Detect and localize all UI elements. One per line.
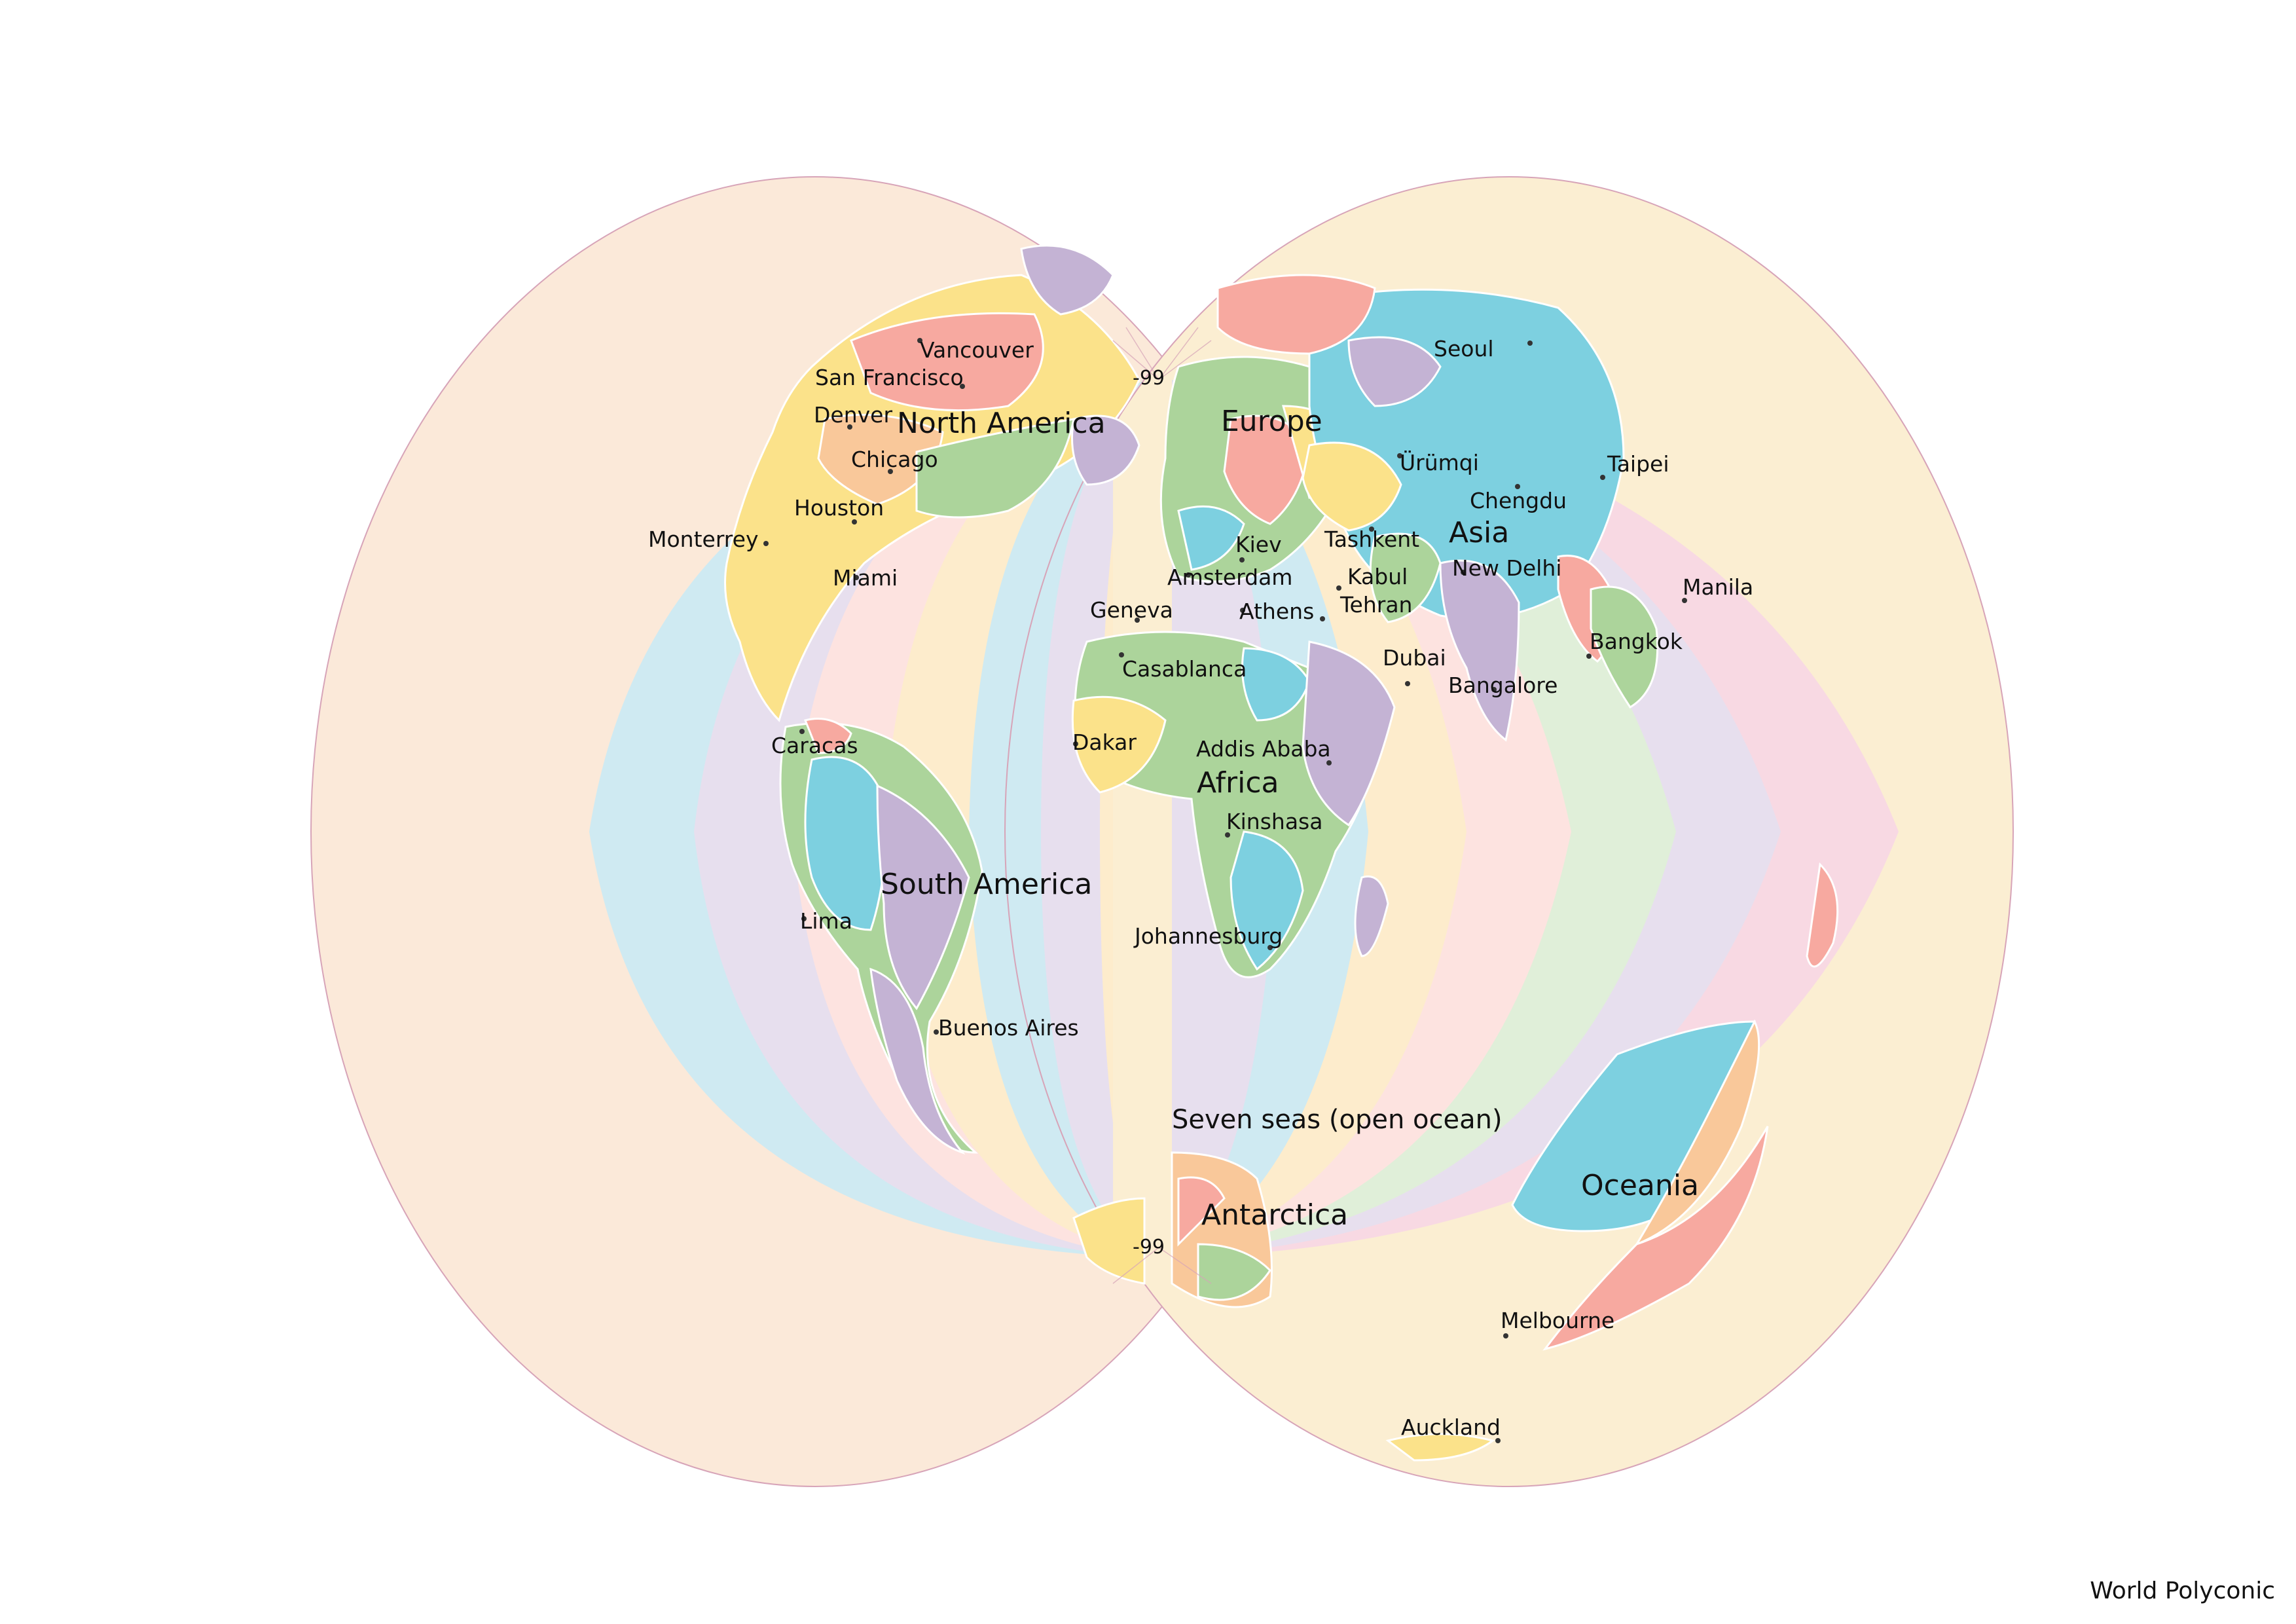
city-markers [763,338,1687,1443]
city-label-dakar: Dakar [1072,729,1137,755]
continent-label-south-america: South America [881,868,1093,901]
continent-label-asia: Asia [1449,516,1510,549]
city-label-chengdu: Chengdu [1470,488,1567,513]
city-label-monterrey: Monterrey [648,526,759,552]
city-label-taipei: Taipei [1607,451,1669,477]
continent-label-seven-seas: Seven seas (open ocean) [1172,1105,1503,1135]
city-label-kabul: Kabul [1347,564,1408,589]
continent-label-africa: Africa [1197,766,1279,800]
map-title: World Polyconic [2090,1578,2275,1604]
city-label-manila: Manila [1683,574,1754,600]
city-label-addis-ababa: Addis Ababa [1196,736,1331,762]
landmasses [724,244,1839,1462]
city-label-new-delhi: New Delhi [1452,555,1562,581]
city-label-tashkent: Tashkent [1324,526,1420,552]
city-label-vancouver: Vancouver [920,337,1034,363]
continent-label-oceania: Oceania [1581,1169,1699,1202]
city-label-houston: Houston [794,495,884,521]
city-label-bangalore: Bangalore [1448,673,1558,698]
city-label-amsterdam: Amsterdam [1167,564,1293,590]
land-antarctica-left [1072,1197,1146,1285]
city-label-miami: Miami [833,565,898,591]
city-label-buenos-aires: Buenos Aires [938,1015,1079,1041]
continent-label-europe: Europe [1221,405,1322,438]
city-label-caracas: Caracas [771,733,858,758]
pole-rays [1112,327,1212,1284]
city-label-seoul: Seoul [1434,336,1494,361]
city-label-bangkok: Bangkok [1590,629,1683,654]
city-label-auckland: Auckland [1401,1414,1501,1440]
city-label-chicago: Chicago [851,447,938,472]
city-label-johannesburg: Johannesburg [1135,923,1283,949]
city-label-geneva: Geneva [1090,597,1173,623]
city-label-kinshasa: Kinshasa [1226,809,1323,834]
continent-label-north-america: North America [897,407,1106,440]
pole-label-south: -99 [1133,1236,1165,1259]
continent-label-antarctica: Antarctica [1201,1198,1349,1232]
city-label-san-francisco: San Francisco [815,365,964,390]
city-label-athens: Athens [1239,599,1315,624]
city-label-tehran: Tehran [1340,592,1413,618]
city-label-dubai: Dubai [1383,645,1446,671]
city-label-casablanca: Casablanca [1122,656,1247,682]
city-label-urumqi: Ürümqi [1400,450,1479,475]
city-label-denver: Denver [814,402,893,428]
pole-label-north: -99 [1133,367,1165,390]
city-label-kiev: Kiev [1235,532,1282,557]
city-label-lima: Lima [800,908,852,934]
city-label-melbourne: Melbourne [1501,1308,1615,1333]
